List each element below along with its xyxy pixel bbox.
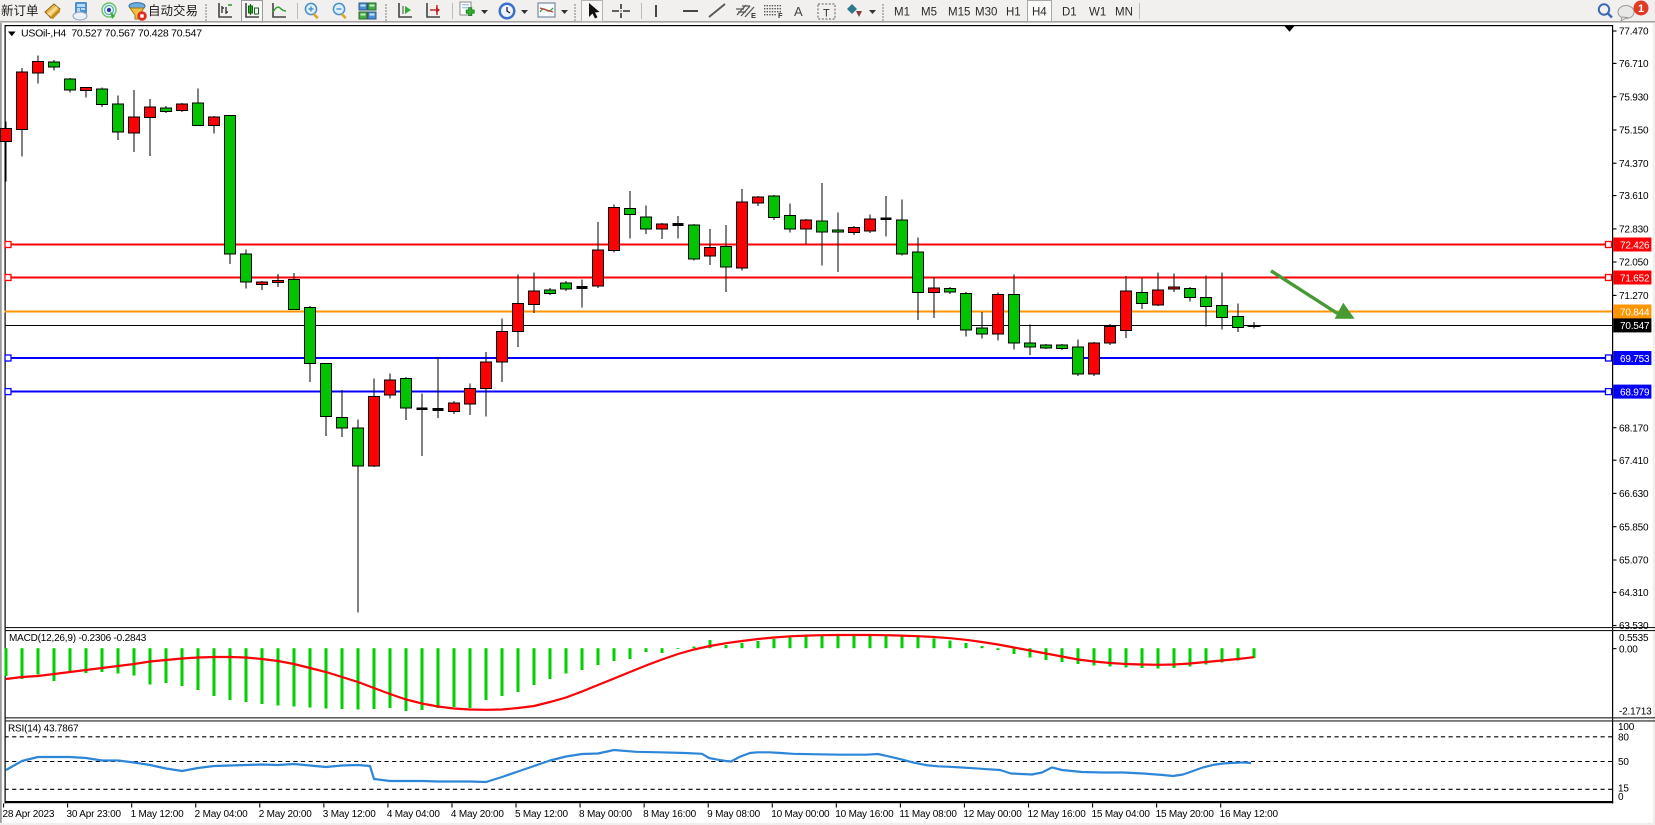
svg-text:A: A <box>794 4 803 19</box>
svg-text:12 May 16:00: 12 May 16:00 <box>1027 809 1086 820</box>
svg-text:100: 100 <box>1618 722 1635 733</box>
svg-text:9 May 08:00: 9 May 08:00 <box>707 809 760 820</box>
svg-text:73.610: 73.610 <box>1619 191 1649 202</box>
svg-text:69.753: 69.753 <box>1620 354 1650 365</box>
svg-text:2 May 04:00: 2 May 04:00 <box>195 809 248 820</box>
svg-text:0.5535: 0.5535 <box>1619 633 1649 644</box>
svg-text:70.547: 70.547 <box>1620 321 1650 332</box>
svg-text:67.410: 67.410 <box>1619 456 1649 467</box>
svg-text:8 May 16:00: 8 May 16:00 <box>643 809 696 820</box>
svg-text:63.530: 63.530 <box>1619 621 1649 632</box>
svg-text:-2.1713: -2.1713 <box>1619 707 1652 718</box>
svg-text:自动交易: 自动交易 <box>148 3 198 18</box>
svg-text:2 May 20:00: 2 May 20:00 <box>259 809 312 820</box>
svg-text:4 May 04:00: 4 May 04:00 <box>387 809 440 820</box>
svg-text:T: T <box>823 8 830 20</box>
svg-text:71.270: 71.270 <box>1619 291 1649 302</box>
svg-text:65.070: 65.070 <box>1619 556 1649 567</box>
svg-text:72.050: 72.050 <box>1619 258 1649 269</box>
svg-text:RSI(14) 43.7867: RSI(14) 43.7867 <box>8 724 79 735</box>
svg-text:H1: H1 <box>1006 7 1021 19</box>
svg-text:66.630: 66.630 <box>1619 489 1649 500</box>
svg-text:M5: M5 <box>921 7 937 19</box>
svg-text:D1: D1 <box>1062 7 1077 19</box>
svg-text:76.710: 76.710 <box>1619 59 1649 70</box>
svg-text:77.470: 77.470 <box>1619 27 1649 38</box>
svg-text:11 May 08:00: 11 May 08:00 <box>899 809 957 820</box>
svg-text:71.652: 71.652 <box>1620 273 1650 284</box>
svg-text:72.830: 72.830 <box>1619 225 1649 236</box>
svg-text:USOil-,H4 70.527 70.567 70.42: USOil-,H4 70.527 70.567 70.428 70.547 <box>21 28 202 40</box>
svg-text:F: F <box>778 11 783 20</box>
svg-text:16 May 12:00: 16 May 12:00 <box>1220 809 1279 820</box>
svg-text:75.150: 75.150 <box>1619 126 1649 137</box>
svg-text:15: 15 <box>1618 783 1629 794</box>
svg-text:M30: M30 <box>975 7 997 19</box>
svg-text:28 Apr 2023: 28 Apr 2023 <box>3 809 55 820</box>
svg-text:MACD(12,26,9) -0.2306 -0.2843: MACD(12,26,9) -0.2306 -0.2843 <box>9 633 147 644</box>
svg-text:80: 80 <box>1618 732 1629 743</box>
svg-text:30 Apr 23:00: 30 Apr 23:00 <box>67 809 122 820</box>
svg-text:74.370: 74.370 <box>1619 159 1649 170</box>
svg-text:5 May 12:00: 5 May 12:00 <box>515 809 568 820</box>
svg-text:W1: W1 <box>1089 7 1106 19</box>
svg-text:MN: MN <box>1115 7 1133 19</box>
svg-text:H4: H4 <box>1032 7 1047 19</box>
svg-text:10 May 16:00: 10 May 16:00 <box>835 809 894 820</box>
svg-text:E: E <box>751 11 756 20</box>
svg-text:0.00: 0.00 <box>1619 644 1638 655</box>
svg-text:1: 1 <box>1638 3 1644 15</box>
svg-text:8 May 00:00: 8 May 00:00 <box>579 809 632 820</box>
svg-text:M15: M15 <box>948 7 970 19</box>
svg-text:3 May 12:00: 3 May 12:00 <box>323 809 376 820</box>
svg-text:15 May 04:00: 15 May 04:00 <box>1092 809 1151 820</box>
svg-text:0: 0 <box>1618 792 1624 803</box>
svg-text:68.170: 68.170 <box>1619 423 1649 434</box>
svg-text:新订单: 新订单 <box>1 3 39 18</box>
svg-text:64.310: 64.310 <box>1619 588 1649 599</box>
svg-text:4 May 20:00: 4 May 20:00 <box>451 809 504 820</box>
svg-text:12 May 00:00: 12 May 00:00 <box>963 809 1022 820</box>
svg-text:68.979: 68.979 <box>1620 387 1650 398</box>
svg-text:10 May 00:00: 10 May 00:00 <box>771 809 830 820</box>
svg-text:M1: M1 <box>894 7 910 19</box>
svg-text:75.930: 75.930 <box>1619 92 1649 103</box>
svg-text:15 May 20:00: 15 May 20:00 <box>1156 809 1215 820</box>
svg-text:1 May 12:00: 1 May 12:00 <box>131 809 184 820</box>
svg-text:50: 50 <box>1618 757 1629 768</box>
svg-text:70.844: 70.844 <box>1620 307 1650 318</box>
svg-text:65.850: 65.850 <box>1619 522 1649 533</box>
svg-text:72.426: 72.426 <box>1620 240 1650 251</box>
